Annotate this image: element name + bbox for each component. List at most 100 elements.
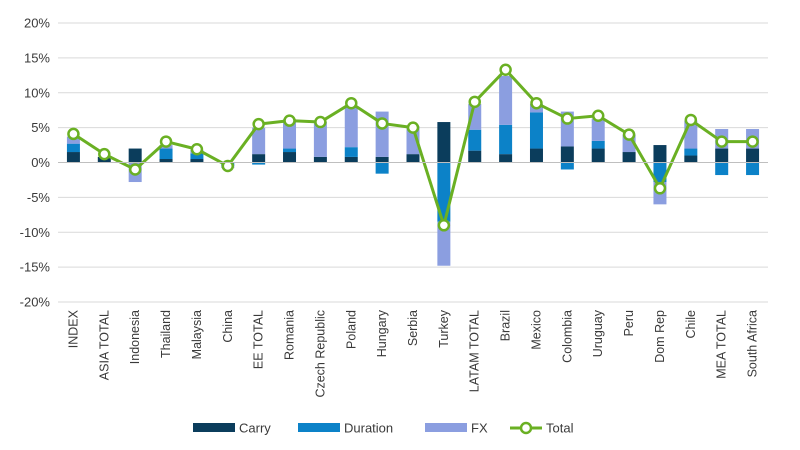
bar-fx-brazil: [499, 76, 513, 125]
total-point-mea-total: [715, 135, 728, 148]
bar-duration-ee-total: [252, 162, 266, 165]
y-tick-label: -15%: [20, 260, 51, 275]
bar-fx-turkey: [437, 221, 451, 266]
bar-carry-mexico: [529, 148, 543, 163]
bar-duration-brazil: [499, 124, 513, 155]
bar-carry-dom-rep: [653, 145, 667, 163]
y-tick-label: 5%: [31, 120, 50, 135]
x-tick-label: Chile: [684, 310, 698, 339]
legend-swatch-carry: [193, 423, 235, 432]
bar-fx-uruguay: [591, 118, 605, 141]
bar-fx-index: [66, 136, 80, 144]
bar-duration-uruguay: [591, 140, 605, 149]
bar-duration-poland: [344, 147, 358, 157]
total-point-latam-total: [468, 95, 481, 109]
x-tick-label: Dom Rep: [653, 310, 667, 363]
x-tick-label: Uruguay: [591, 309, 605, 357]
bars: [66, 76, 760, 266]
total-point-thailand: [159, 135, 173, 148]
total-point-dom-rep: [653, 182, 667, 195]
legend-item-carry: Carry: [193, 421, 271, 436]
total-point-czech-republic: [314, 115, 327, 129]
bar-duration-mea-total: [715, 162, 729, 176]
legend-marker-total: [519, 421, 533, 435]
total-point-uruguay: [591, 109, 605, 123]
total-point-south-africa: [746, 135, 759, 148]
y-tick-label: -20%: [20, 295, 51, 310]
bar-duration-malaysia: [190, 153, 204, 160]
x-tick-label: Mexico: [529, 310, 543, 350]
bar-carry-thailand: [159, 159, 173, 163]
total-point-china: [221, 159, 235, 173]
bar-carry-latam-total: [468, 150, 482, 163]
bar-carry-south-africa: [746, 148, 760, 163]
bar-fx-czech-republic: [313, 122, 327, 157]
total-point-indonesia: [128, 163, 142, 176]
total-point-ee-total: [252, 117, 265, 131]
bar-carry-serbia: [406, 154, 420, 163]
bar-fx-ee-total: [252, 127, 266, 155]
bar-carry-brazil: [499, 154, 513, 163]
bar-carry-romania: [283, 152, 297, 163]
legend-item-total: Total: [510, 421, 574, 436]
total-point-poland: [345, 96, 358, 110]
x-tick-label: Serbia: [406, 310, 420, 346]
x-tick-label: ASIA TOTAL: [97, 310, 111, 380]
bar-carry-ee-total: [252, 154, 266, 163]
bar-duration-hungary: [375, 162, 389, 174]
bar-carry-colombia: [560, 146, 574, 163]
total-point-brazil: [499, 63, 512, 76]
x-tick-label: INDEX: [66, 309, 80, 348]
bar-carry-malaysia: [190, 159, 204, 163]
legend-label-duration: Duration: [344, 421, 393, 436]
legend-item-fx: FX: [425, 421, 488, 436]
bar-duration-colombia: [560, 162, 574, 170]
total-point-mexico: [530, 96, 543, 110]
x-tick-label: Czech Republic: [313, 310, 327, 398]
total-point-hungary: [375, 117, 389, 130]
y-tick-label: -5%: [27, 190, 51, 205]
bar-duration-south-africa: [746, 162, 760, 176]
bar-carry-indonesia: [128, 148, 142, 163]
bar-carry-poland: [344, 156, 358, 163]
bar-carry-index: [66, 152, 80, 163]
total-point-chile: [684, 113, 698, 127]
x-tick-label: Colombia: [560, 310, 574, 363]
axes: -20% -15% -10% -5% 0% 5% 10% 15% 20% INDEX ASIA TO…: [20, 16, 768, 398]
bar-carry-peru: [622, 152, 636, 163]
total-line: [67, 63, 759, 232]
y-tick-label: 0%: [31, 155, 50, 170]
x-tick-label: LATAM TOTAL: [468, 310, 482, 392]
x-tick-label: MEA TOTAL: [715, 310, 729, 379]
x-tick-label: Indonesia: [128, 310, 142, 364]
bar-duration-latam-total: [468, 129, 482, 151]
bar-carry-czech-republic: [313, 156, 327, 163]
total-point-malaysia: [190, 142, 204, 156]
x-tick-label: Turkey: [437, 309, 451, 347]
legend-swatch-fx: [425, 423, 467, 432]
bar-carry-chile: [684, 155, 698, 163]
bar-duration-mexico: [529, 112, 543, 149]
x-tick-label: Brazil: [499, 310, 513, 341]
x-tick-label: Romania: [283, 310, 297, 360]
bar-fx-romania: [283, 119, 297, 149]
bar-carry-turkey: [437, 122, 451, 163]
bar-duration-chile: [684, 148, 698, 156]
total-point-romania: [283, 114, 296, 127]
bar-fx-poland: [344, 106, 358, 148]
x-tick-label: Thailand: [159, 310, 173, 358]
y-tick-label: 10%: [24, 85, 50, 100]
total-point-asia-total: [98, 147, 111, 161]
x-tick-label: Malaysia: [190, 310, 204, 359]
total-point-peru: [622, 128, 636, 141]
x-tick-label: South Africa: [746, 310, 760, 377]
x-tick-label: Hungary: [375, 309, 389, 357]
x-tick-label: Poland: [344, 310, 358, 349]
legend-swatch-duration: [298, 423, 340, 432]
bar-duration-index: [66, 143, 80, 153]
bar-duration-dom-rep: [653, 162, 667, 183]
x-tick-label: China: [221, 310, 235, 343]
total-point-serbia: [406, 121, 420, 134]
